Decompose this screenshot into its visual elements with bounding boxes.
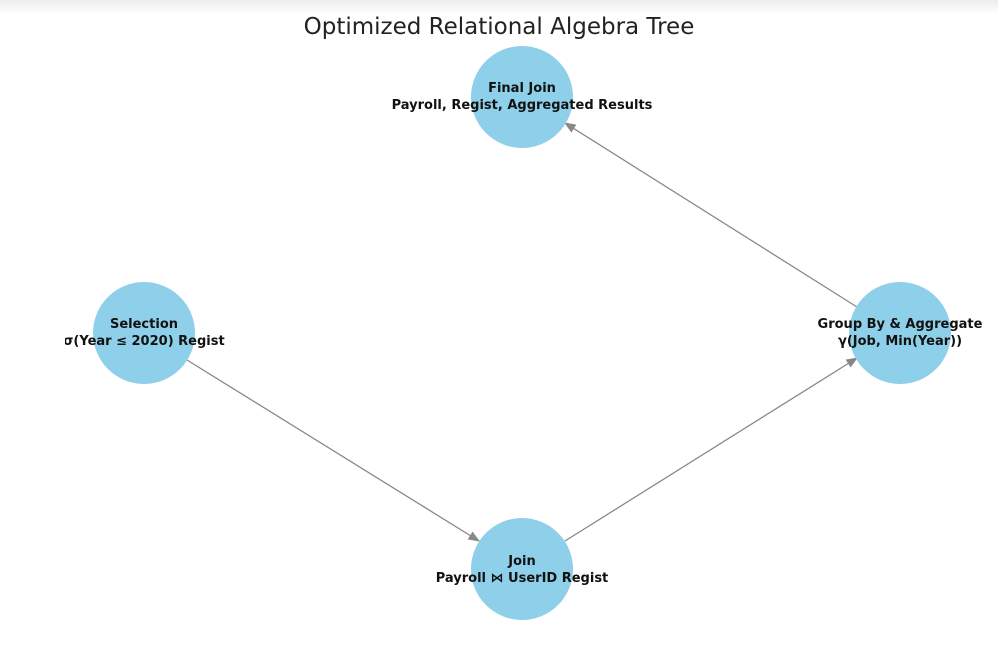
node-join-title: Join bbox=[507, 554, 535, 569]
window-top-bar bbox=[0, 0, 998, 14]
node-selection-detail: σ(Year ≤ 2020) Regist bbox=[63, 334, 224, 349]
node-join-detail: Payroll ⋈ UserID Regist bbox=[436, 571, 609, 586]
node-group-by: Group By & Aggregate γ(Job, Min(Year)) bbox=[818, 282, 983, 384]
node-join-circle bbox=[471, 518, 573, 620]
edge-selection-to-join bbox=[186, 359, 480, 542]
node-selection: Selection σ(Year ≤ 2020) Regist bbox=[63, 282, 225, 384]
node-selection-circle bbox=[93, 282, 195, 384]
node-group-by-detail: γ(Job, Min(Year)) bbox=[838, 334, 962, 349]
node-final-join: Final Join Payroll, Regist, Aggregated R… bbox=[392, 46, 653, 148]
node-group-by-title: Group By & Aggregate bbox=[818, 317, 983, 332]
node-final-join-circle bbox=[471, 46, 573, 148]
diagram-title: Optimized Relational Algebra Tree bbox=[303, 14, 695, 40]
node-selection-title: Selection bbox=[110, 317, 178, 332]
edge-group-by-to-final-join bbox=[564, 122, 858, 308]
edge-join-to-group-by bbox=[564, 357, 858, 542]
node-group-by-circle bbox=[849, 282, 951, 384]
node-final-join-title: Final Join bbox=[488, 81, 556, 96]
node-final-join-detail: Payroll, Regist, Aggregated Results bbox=[392, 98, 653, 113]
node-join: Join Payroll ⋈ UserID Regist bbox=[436, 518, 609, 620]
